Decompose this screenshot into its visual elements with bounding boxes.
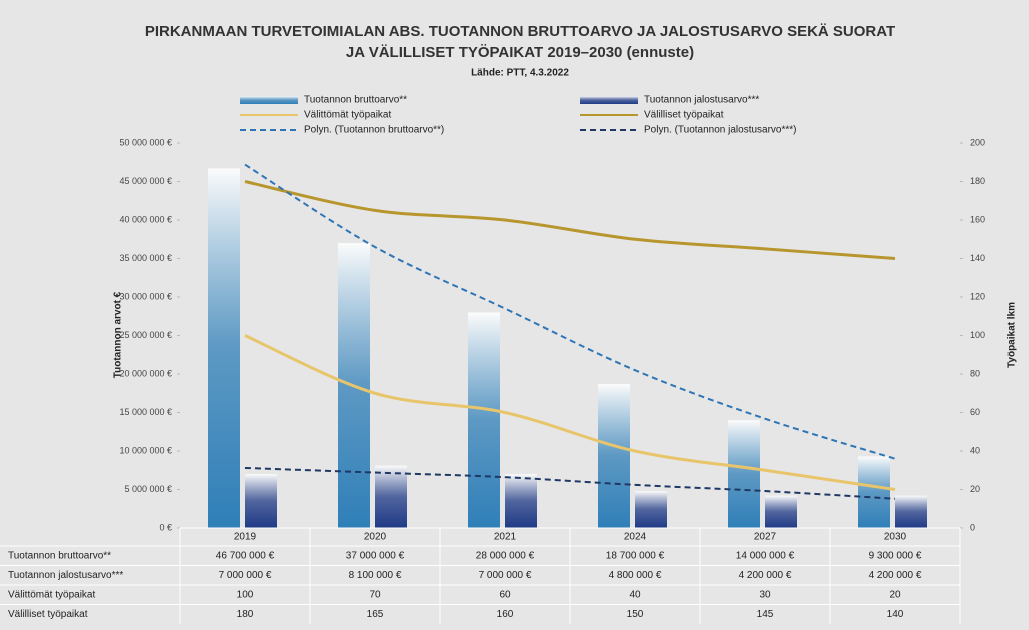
legend-label: Välittömät työpaikat	[304, 110, 391, 121]
table-cell: 14 000 000 €	[736, 550, 795, 561]
y2-tick-label: 60	[970, 407, 980, 417]
table-row-label: Välilliset työpaikat	[8, 609, 88, 620]
y2-tick-label: 140	[970, 253, 985, 263]
table-row-label: Tuotannon bruttoarvo**	[8, 550, 111, 561]
y2-tick-label: 20	[970, 484, 980, 494]
y2-tick-label: 160	[970, 214, 985, 224]
legend-label: Polyn. (Tuotannon bruttoarvo**)	[304, 125, 444, 136]
legend-swatch	[580, 96, 638, 104]
table-cell: 60	[499, 589, 511, 600]
x-tick-label: 2024	[624, 532, 647, 543]
legend-label: Tuotannon jalostusarvo***	[644, 95, 759, 106]
table-cell: 100	[237, 589, 254, 600]
table-cell: 28 000 000 €	[476, 550, 535, 561]
trend-line	[244, 163, 896, 460]
table-cell: 37 000 000 €	[346, 550, 405, 561]
table-cell: 145	[757, 609, 774, 620]
y-tick-label: 25 000 000 €	[119, 330, 172, 340]
y2-axis-label: Työpaikat lkm	[1007, 302, 1018, 368]
table-cell: 46 700 000 €	[216, 550, 275, 561]
table-cell: 18 700 000 €	[606, 550, 665, 561]
table-row-label: Tuotannon jalostusarvo***	[8, 570, 123, 581]
bar	[598, 384, 630, 528]
chart-title: PIRKANMAAN TURVETOIMIALAN ABS. TUOTANNON…	[145, 23, 895, 40]
y2-tick-label: 0	[970, 522, 975, 532]
x-tick-label: 2019	[234, 532, 257, 543]
y2-tick-label: 180	[970, 176, 985, 186]
x-tick-label: 2020	[364, 532, 387, 543]
bar	[375, 465, 407, 528]
y2-tick-label: 120	[970, 291, 985, 301]
legend-label: Välilliset työpaikat	[644, 110, 724, 121]
y-tick-label: 5 000 000 €	[124, 484, 172, 494]
legend-label: Polyn. (Tuotannon jalostusarvo***)	[644, 125, 797, 136]
chart-title: JA VÄLILLISET TYÖPAIKAT 2019–2030 (ennus…	[346, 44, 694, 61]
bar	[245, 474, 277, 528]
bar	[468, 312, 500, 528]
table-cell: 160	[497, 609, 514, 620]
bar	[505, 474, 537, 528]
table-cell: 4 200 000 €	[739, 570, 792, 581]
table-cell: 7 000 000 €	[219, 570, 272, 581]
bar	[635, 491, 667, 528]
table-cell: 180	[237, 609, 254, 620]
table-cell: 9 300 000 €	[869, 550, 922, 561]
legend-label: Tuotannon bruttoarvo**	[304, 95, 407, 106]
y-tick-label: 15 000 000 €	[119, 407, 172, 417]
bar	[728, 420, 760, 528]
y-tick-label: 45 000 000 €	[119, 176, 172, 186]
line	[244, 334, 896, 491]
table-cell: 4 800 000 €	[609, 570, 662, 581]
y2-tick-label: 200	[970, 137, 985, 147]
y-tick-label: 10 000 000 €	[119, 445, 172, 455]
y2-tick-label: 100	[970, 330, 985, 340]
bar	[765, 495, 797, 528]
x-tick-label: 2030	[884, 532, 907, 543]
trend-line	[244, 466, 896, 500]
table-cell: 150	[627, 609, 644, 620]
y2-tick-label: 40	[970, 445, 980, 455]
y-axis-label: Tuotannon arvot €	[113, 291, 124, 378]
bar	[895, 495, 927, 528]
legend-swatch	[240, 96, 298, 104]
y-tick-label: 50 000 000 €	[119, 137, 172, 147]
table-cell: 40	[629, 589, 641, 600]
table-cell: 4 200 000 €	[869, 570, 922, 581]
chart-subtitle: Lähde: PTT, 4.3.2022	[471, 68, 569, 79]
table-cell: 8 100 000 €	[349, 570, 402, 581]
table-cell: 70	[369, 589, 381, 600]
y-tick-label: 0 €	[159, 522, 172, 532]
table-cell: 30	[759, 589, 771, 600]
table-cell: 140	[887, 609, 904, 620]
x-tick-label: 2027	[754, 532, 777, 543]
table-row-label: Välittömät työpaikat	[8, 589, 95, 600]
y-tick-label: 40 000 000 €	[119, 214, 172, 224]
table-cell: 20	[889, 589, 901, 600]
y-tick-label: 30 000 000 €	[119, 291, 172, 301]
y-tick-label: 35 000 000 €	[119, 253, 172, 263]
bar	[208, 168, 240, 528]
x-tick-label: 2021	[494, 532, 517, 543]
y-tick-label: 20 000 000 €	[119, 368, 172, 378]
table-cell: 165	[367, 609, 384, 620]
bar	[858, 456, 890, 528]
line	[244, 180, 896, 260]
y2-tick-label: 80	[970, 368, 980, 378]
table-cell: 7 000 000 €	[479, 570, 532, 581]
